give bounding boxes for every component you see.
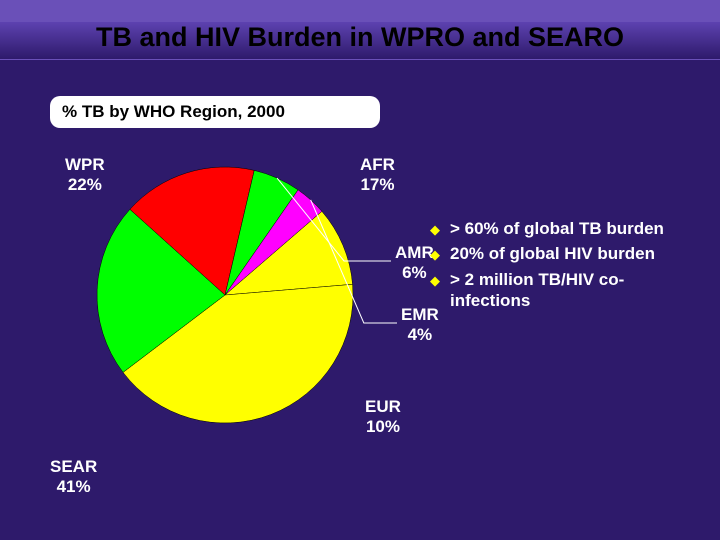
bullet-marker-icon: ◆ bbox=[430, 247, 440, 263]
chart-subtitle: % TB by WHO Region, 2000 bbox=[50, 96, 380, 128]
slide-title: TB and HIV Burden in WPRO and SEARO bbox=[0, 22, 720, 59]
bullet-text: > 60% of global TB burden bbox=[450, 218, 664, 239]
pie-svg bbox=[95, 165, 355, 425]
bullet-text: > 2 million TB/HIV co-infections bbox=[450, 269, 700, 312]
bullet-item: ◆ 20% of global HIV burden bbox=[430, 243, 700, 264]
bullet-marker-icon: ◆ bbox=[430, 273, 440, 289]
pie-chart: AFR17%AMR6%EMR4%EUR10%SEAR41%WPR22% bbox=[95, 165, 355, 425]
slide: TB and HIV Burden in WPRO and SEARO % TB… bbox=[0, 0, 720, 540]
bullet-item: ◆ > 60% of global TB burden bbox=[430, 218, 700, 239]
pie-label-eur: EUR10% bbox=[365, 397, 401, 438]
pie-label-wpr: WPR22% bbox=[65, 155, 105, 196]
pie-label-sear: SEAR41% bbox=[50, 457, 97, 498]
bullet-text: 20% of global HIV burden bbox=[450, 243, 655, 264]
bullet-marker-icon: ◆ bbox=[430, 222, 440, 238]
pie-label-amr: AMR6% bbox=[395, 243, 434, 284]
pie-label-afr: AFR17% bbox=[360, 155, 395, 196]
bullet-item: ◆ > 2 million TB/HIV co-infections bbox=[430, 269, 700, 312]
bullet-list: ◆ > 60% of global TB burden ◆ 20% of global… bbox=[430, 218, 700, 315]
